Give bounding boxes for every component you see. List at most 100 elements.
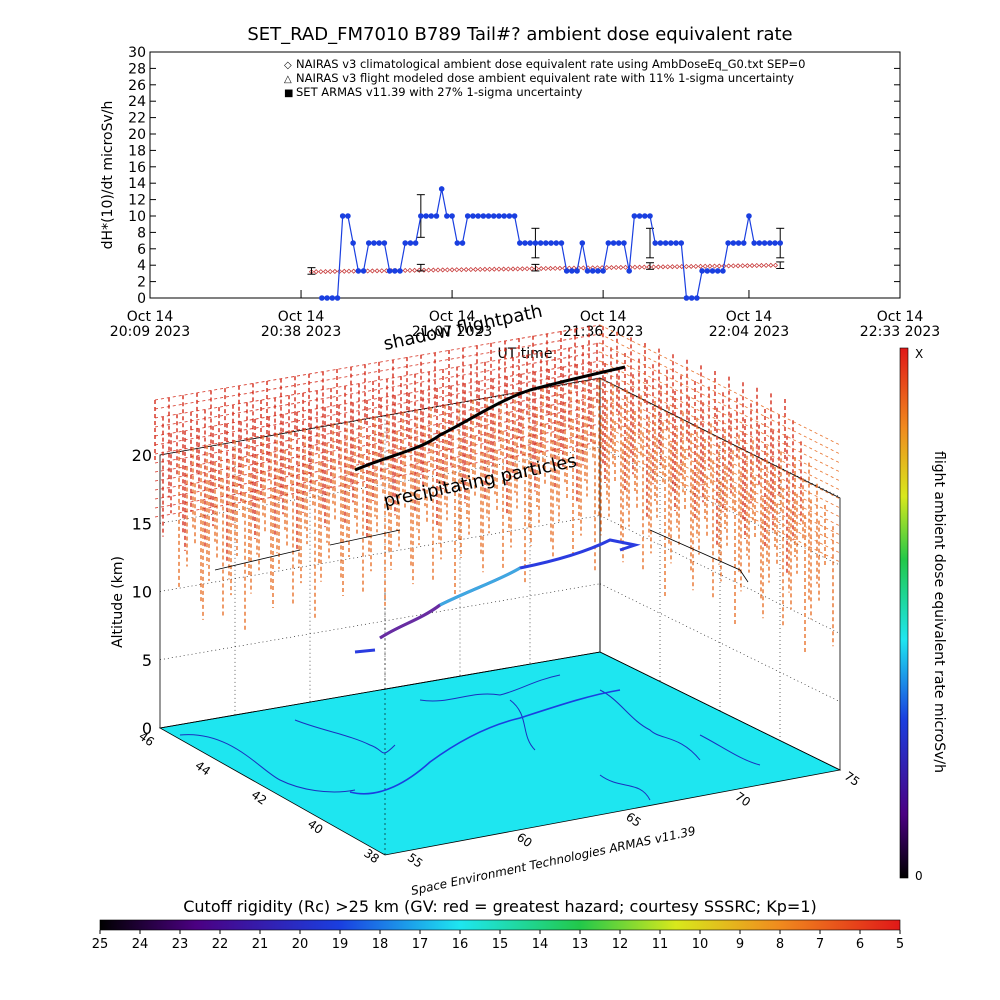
rigidity-tick-label: 15 [492, 937, 509, 952]
nairas-point [379, 268, 385, 274]
armas-point [532, 240, 539, 246]
nairas-point [472, 266, 479, 273]
x-tick-label: Oct 14 [580, 309, 627, 325]
y-tick-label: 4 [137, 258, 146, 274]
coastline [599, 689, 701, 761]
x-axis-label: UT time [498, 346, 553, 362]
armas-point [579, 240, 586, 246]
nairas-point [637, 264, 643, 270]
x-tick-label: Oct 14 [877, 309, 924, 325]
particle-slat [599, 441, 841, 563]
armas-point [772, 240, 778, 246]
nairas-point [618, 264, 624, 270]
nairas-point [327, 268, 333, 275]
nairas-point [772, 262, 779, 268]
armas-point [527, 240, 534, 246]
nairas-point [754, 262, 760, 269]
armas-point [563, 268, 570, 274]
armas-point [381, 240, 388, 246]
armas-point [365, 240, 372, 246]
particle-slat [599, 324, 841, 446]
particle-slat [599, 360, 841, 482]
altitude-tick-label: 15 [132, 514, 152, 533]
x-tick-label: Oct 14 [127, 309, 174, 325]
nairas-point [688, 263, 694, 270]
rigidity-tick-label: 23 [172, 937, 189, 952]
particle-slat [599, 405, 841, 527]
particle-slat [599, 369, 841, 491]
armas-point [459, 240, 466, 246]
armas-point [668, 240, 674, 246]
nairas-point [313, 269, 319, 275]
armas-point [548, 240, 554, 246]
nairas-point [697, 263, 704, 269]
armas-point [412, 240, 419, 246]
rigidity-tick-label: 13 [572, 937, 589, 952]
y-axis-label: dH*(10)/dt microSv/h [100, 101, 116, 250]
flight-path-segment [379, 603, 441, 640]
armas-point [418, 213, 424, 219]
nairas-point [768, 262, 774, 268]
dose-colorbar [899, 347, 909, 879]
nairas-point [608, 264, 615, 271]
nairas-point [744, 263, 750, 269]
dose-colorbar-top-label: X [915, 347, 923, 361]
armas-point [397, 268, 403, 274]
nairas-point [440, 267, 446, 273]
altitude-tick-label: 20 [132, 446, 152, 465]
armas-point [324, 295, 330, 301]
coastline [179, 734, 356, 793]
armas-point [699, 268, 705, 274]
x-tick-label: Oct 14 [278, 309, 325, 325]
armas-point [714, 268, 721, 274]
flight-path-segment [439, 566, 521, 607]
particle-slat [599, 387, 841, 509]
armas-point [595, 268, 601, 274]
top-plot-frame [149, 51, 901, 299]
armas-point [475, 213, 481, 219]
armas-point [345, 213, 351, 219]
nairas-point [763, 262, 769, 268]
y-tick-label: 20 [128, 127, 146, 143]
armas-point [605, 240, 612, 246]
armas-point [553, 240, 560, 246]
armas-point [636, 213, 643, 219]
armas-point [329, 295, 336, 301]
armas-point [496, 213, 502, 219]
latitude-tick-label: 42 [249, 787, 270, 807]
nairas-point [491, 266, 497, 272]
nairas-point [707, 263, 713, 269]
armas-point [360, 268, 367, 274]
altitude-gridline [159, 583, 601, 661]
particle-slat [599, 378, 841, 500]
armas-point [756, 240, 763, 246]
armas-point [709, 268, 716, 274]
armas-point [334, 295, 341, 301]
back-wall-right [599, 377, 841, 771]
y-tick-label: 28 [128, 61, 146, 77]
coastline [509, 699, 536, 751]
nairas-point [510, 266, 516, 272]
nairas-point [674, 264, 680, 270]
armas-point [777, 240, 784, 246]
rigidity-tick-label: 19 [332, 937, 349, 952]
nairas-point [402, 267, 408, 274]
armas-point [761, 240, 768, 246]
rigidity-tick-label: 14 [532, 937, 549, 952]
armas-point [438, 186, 445, 192]
nairas-point [468, 266, 474, 273]
legend-symbol-armas: ■ [284, 88, 293, 99]
altitude-ticks: 0 5 10 15 20 [132, 446, 152, 738]
nairas-point [430, 267, 436, 273]
nairas-point [730, 263, 736, 269]
chart-title: SET_RAD_FM7010 B789 Tail#? ambient dose … [247, 24, 792, 45]
nairas-point [716, 263, 722, 269]
longitude-tick-label: 65 [623, 810, 644, 830]
y-tick-label: 26 [128, 78, 146, 94]
nairas-point [641, 264, 647, 270]
latitude-tick-label: 46 [136, 729, 157, 749]
armas-point [704, 268, 711, 274]
y-tick-label: 2 [137, 275, 146, 291]
